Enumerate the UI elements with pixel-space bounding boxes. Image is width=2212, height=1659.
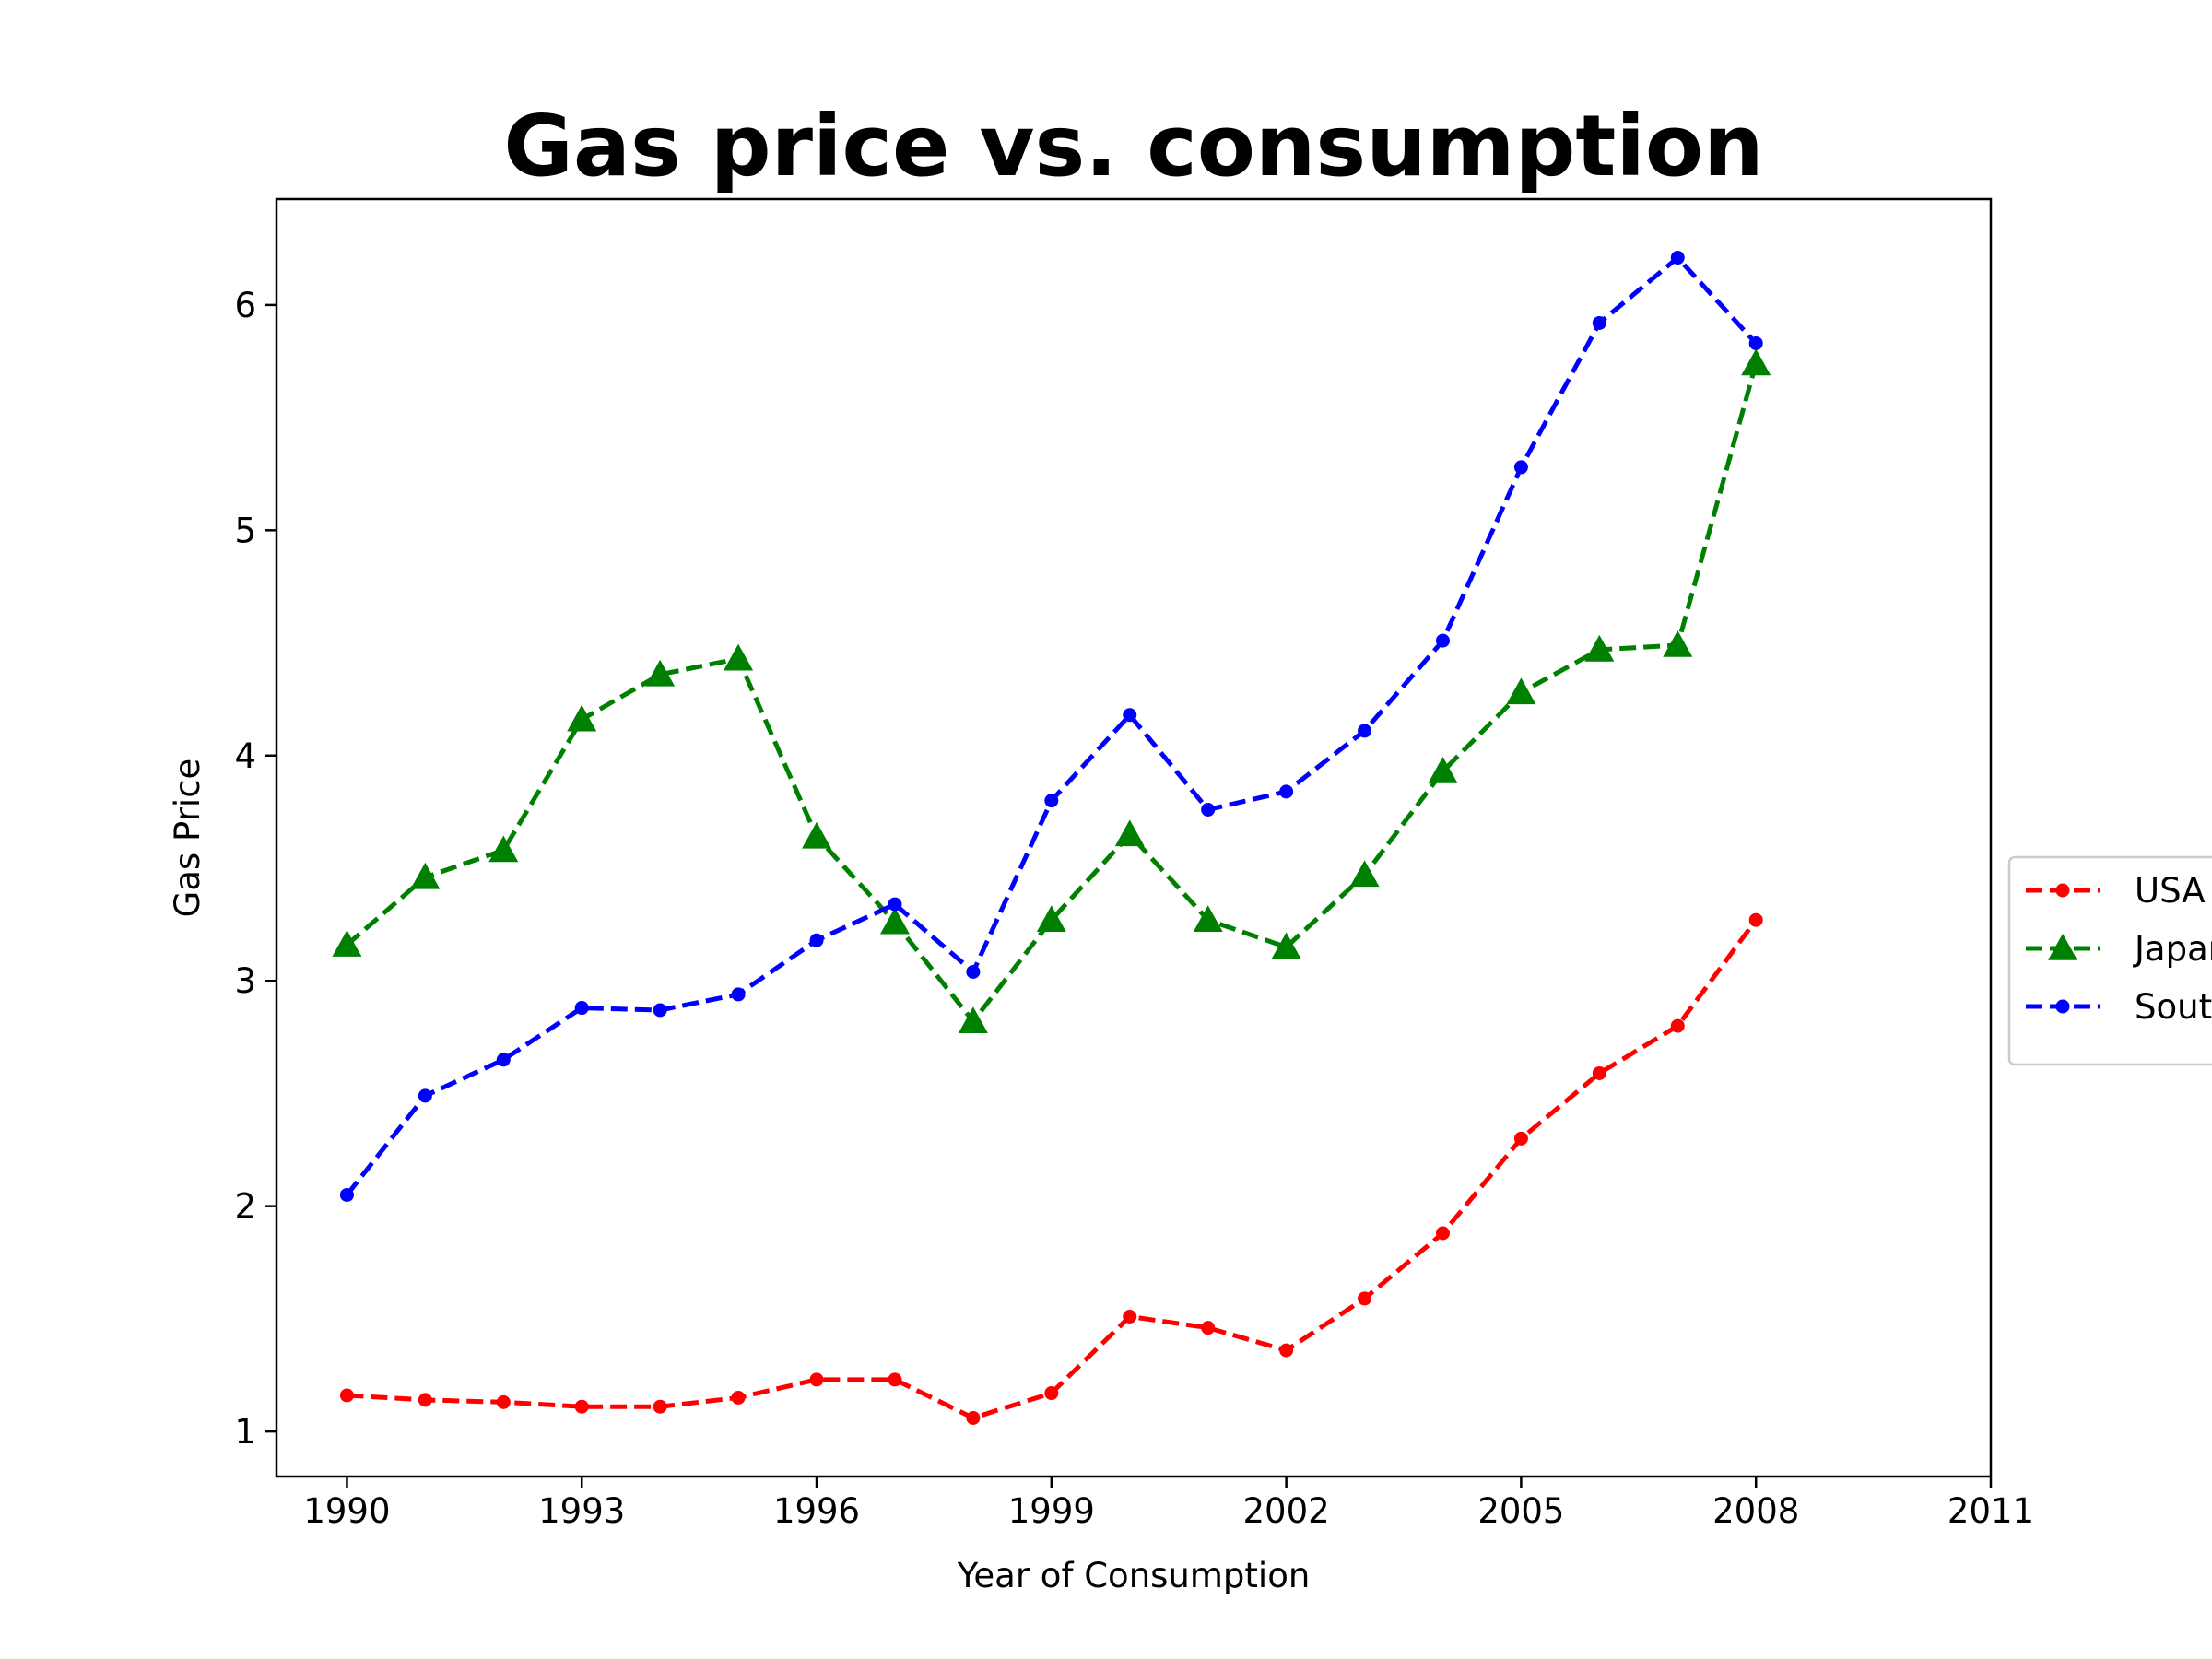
data-point-usa: [496, 1394, 511, 1409]
data-point-usa: [1279, 1343, 1294, 1358]
y-tick-label: 5: [234, 511, 256, 550]
data-point-usa: [1435, 1226, 1450, 1241]
data-point-japan: [488, 835, 519, 863]
data-point-japan: [645, 659, 676, 687]
chart-title: Gas price vs. consumption: [503, 97, 1763, 195]
data-point-south-korea: [574, 1001, 589, 1016]
data-point-south-korea: [1123, 708, 1137, 723]
data-point-south-korea: [418, 1088, 432, 1103]
data-point-japan: [1663, 630, 1693, 657]
data-point-south-korea: [339, 1187, 354, 1202]
series-line-south-korea: [345, 255, 1759, 1196]
data-point-south-korea: [1513, 460, 1528, 475]
plot-area: [275, 197, 1993, 1478]
data-point-japan: [724, 643, 754, 671]
data-point-japan: [879, 907, 910, 935]
data-point-japan: [1741, 348, 1771, 376]
y-tick-label: 2: [234, 1187, 256, 1227]
data-point-usa: [574, 1399, 589, 1414]
data-point-usa: [339, 1388, 354, 1403]
data-point-usa: [966, 1410, 981, 1425]
x-tick-label: 2002: [1243, 1491, 1330, 1531]
data-point-usa: [809, 1372, 824, 1387]
y-axis-label: Gas Price: [168, 759, 207, 918]
series-south-korea: [339, 251, 1763, 1202]
data-point-south-korea: [966, 964, 981, 979]
data-point-usa: [731, 1390, 746, 1405]
data-point-usa: [1201, 1321, 1216, 1335]
legend-label-japan: Japan: [2133, 929, 2212, 969]
data-point-south-korea: [809, 933, 824, 947]
data-point-south-korea: [1358, 724, 1372, 738]
data-point-usa: [653, 1399, 667, 1414]
data-point-japan: [958, 1006, 988, 1034]
x-tick-label: 2011: [1947, 1491, 2034, 1531]
x-tick-label: 1996: [773, 1491, 860, 1531]
legend-marker-japan: [2048, 934, 2077, 960]
data-point-japan: [410, 862, 441, 889]
legend: USA Japan South Korea: [2007, 855, 2212, 1066]
y-tick-label: 1: [234, 1412, 256, 1452]
series-japan: [332, 348, 1771, 1034]
data-point-usa: [1670, 1018, 1685, 1033]
x-tick-label: 1999: [1008, 1491, 1095, 1531]
y-tick-label: 3: [234, 961, 256, 1001]
data-point-usa: [1748, 912, 1763, 927]
data-point-south-korea: [1435, 633, 1450, 648]
x-tick-label: 2005: [1477, 1491, 1564, 1531]
data-point-japan: [1506, 677, 1536, 705]
data-point-usa: [1123, 1309, 1137, 1324]
data-point-south-korea: [1748, 335, 1763, 350]
data-point-japan: [332, 930, 362, 957]
data-point-south-korea: [496, 1053, 511, 1067]
x-axis: 1990 1993 1996 1999 2002 2005 2008 2011: [303, 1477, 2034, 1531]
x-tick-label: 1993: [538, 1491, 625, 1531]
data-point-south-korea: [731, 987, 746, 1002]
data-point-usa: [888, 1372, 902, 1387]
data-point-south-korea: [1044, 794, 1059, 808]
data-point-south-korea: [1670, 251, 1685, 265]
data-point-usa: [1513, 1131, 1528, 1146]
legend-label-south-korea: South Korea: [2135, 987, 2212, 1027]
data-point-japan: [567, 704, 597, 732]
data-point-japan: [1271, 932, 1301, 959]
legend-marker-usa: [2055, 883, 2070, 898]
data-point-japan: [802, 821, 832, 849]
y-tick-label: 4: [234, 736, 256, 776]
data-point-south-korea: [1279, 784, 1294, 799]
data-point-japan: [1114, 819, 1145, 847]
data-point-south-korea: [1201, 802, 1216, 817]
legend-label-usa: USA: [2135, 871, 2206, 911]
legend-marker-south-korea: [2055, 999, 2070, 1014]
data-point-usa: [1358, 1291, 1372, 1306]
series-usa: [339, 912, 1763, 1425]
data-point-japan: [1036, 905, 1066, 933]
data-point-usa: [1592, 1065, 1606, 1080]
data-point-south-korea: [888, 897, 902, 912]
y-tick-label: 6: [234, 286, 256, 325]
x-tick-label: 2008: [1712, 1491, 1799, 1531]
series-line-usa: [347, 918, 1759, 1420]
y-axis: 1 2 3 4 5 6: [234, 286, 276, 1452]
data-point-south-korea: [653, 1003, 667, 1018]
data-point-japan: [1584, 634, 1615, 662]
data-point-usa: [1044, 1386, 1059, 1401]
data-point-japan: [1428, 756, 1458, 783]
series-layer: [332, 251, 1771, 1425]
data-point-usa: [418, 1393, 432, 1407]
data-point-japan: [1193, 905, 1223, 933]
x-axis-label: Year of Consumption: [957, 1556, 1311, 1595]
x-tick-label: 1990: [303, 1491, 390, 1531]
data-point-south-korea: [1592, 315, 1606, 330]
data-point-japan: [1349, 860, 1380, 888]
